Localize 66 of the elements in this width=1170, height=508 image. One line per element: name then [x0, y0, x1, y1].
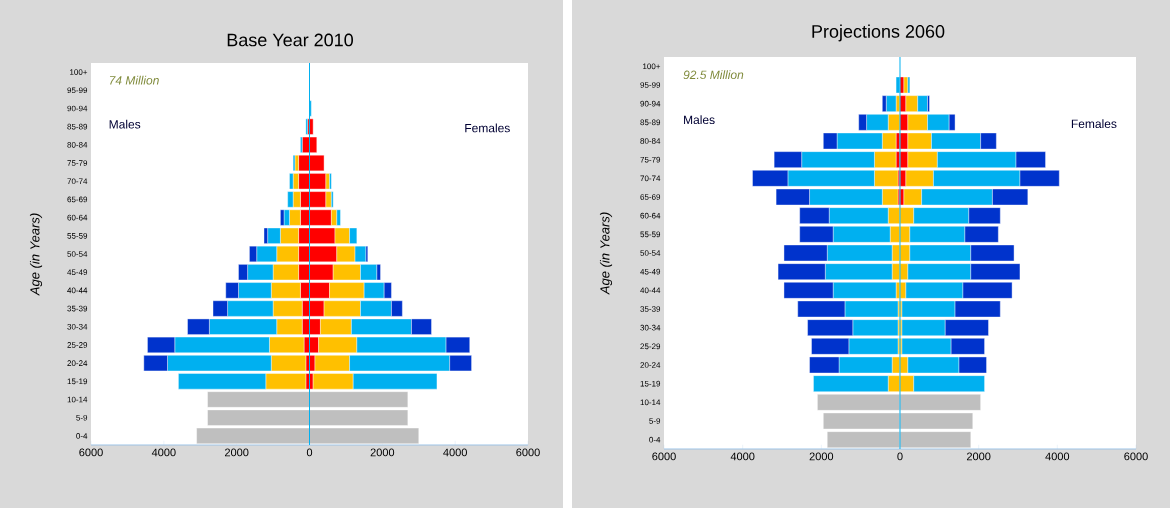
x-tick-label: 4000	[151, 448, 176, 457]
x-tick-label: 0	[897, 452, 903, 461]
y-tick-label: 10-14	[640, 399, 661, 406]
y-tick-label: 100+	[70, 69, 88, 75]
x-tick-label: 2000	[370, 448, 395, 457]
y-tick-label: 30-34	[67, 323, 88, 330]
y-axis-title: Age (in Years)	[599, 212, 613, 295]
y-tick-label: 15-19	[67, 378, 88, 385]
annotation: Males	[684, 115, 715, 125]
chart-title: Projections 2060	[812, 24, 945, 42]
chart-title: Base Year 2010	[227, 33, 353, 47]
y-tick-label: 45-49	[640, 268, 661, 275]
y-tick-label: 25-29	[640, 343, 661, 350]
y-tick-label: 90-94	[640, 100, 661, 107]
y-tick-label: 35-39	[640, 306, 661, 312]
y-axis-title: Age (in Years)	[29, 213, 43, 296]
y-tick-label: 60-64	[67, 214, 88, 221]
y-tick-label: 55-59	[67, 232, 88, 239]
y-tick-label: 5-9	[76, 414, 88, 421]
y-tick-label: 85-89	[67, 123, 88, 130]
y-tick-label: 55-59	[640, 231, 661, 238]
y-tick-label: 10-14	[67, 396, 88, 403]
y-tick-label: 50-54	[67, 251, 88, 257]
x-tick-label: 2000	[809, 452, 834, 461]
y-tick-label: 50-54	[640, 250, 661, 256]
y-tick-label: 15-19	[640, 380, 661, 387]
y-tick-label: 25-29	[67, 342, 88, 348]
x-tick-label: 6000	[79, 448, 103, 457]
y-tick-label: 90-94	[67, 105, 88, 112]
annotation: 92.5 Million	[683, 70, 744, 80]
y-tick-label: 80-84	[67, 142, 88, 148]
x-tick-label: 6000	[652, 452, 676, 461]
x-tick-label: 4000	[730, 452, 755, 461]
y-tick-label: 60-64	[640, 212, 661, 219]
y-tick-label: 35-39	[67, 305, 88, 312]
annotation: 74 Million	[109, 75, 159, 85]
y-tick-label: 80-84	[640, 138, 661, 144]
y-tick-label: 100+	[643, 63, 661, 70]
y-tick-label: 20-24	[640, 362, 661, 368]
y-tick-label: 70-74	[67, 178, 88, 185]
x-tick-label: 4000	[443, 448, 467, 457]
x-tick-label: 0	[306, 448, 313, 457]
y-tick-label: 20-24	[67, 360, 88, 366]
y-tick-label: 70-74	[640, 175, 661, 182]
y-tick-label: 30-34	[640, 324, 661, 331]
y-tick-label: 0-4	[649, 436, 661, 443]
x-tick-label: 6000	[516, 448, 540, 457]
y-tick-label: 95-99	[67, 87, 88, 94]
y-tick-label: 85-89	[640, 119, 661, 126]
x-tick-label: 2000	[966, 452, 991, 461]
y-tick-label: 40-44	[67, 287, 88, 294]
y-tick-label: 65-69	[640, 194, 661, 200]
y-tick-label: 75-79	[67, 160, 88, 166]
y-tick-label: 75-79	[640, 156, 661, 163]
y-tick-label: 40-44	[640, 287, 661, 294]
x-tick-label: 2000	[224, 448, 249, 457]
x-tick-label: 6000	[1124, 452, 1148, 461]
annotation: Females	[465, 123, 510, 133]
y-tick-label: 0-4	[76, 433, 88, 439]
x-tick-label: 4000	[1045, 452, 1070, 461]
y-tick-label: 5-9	[649, 418, 661, 424]
y-tick-label: 45-49	[67, 269, 88, 276]
annotation: Males	[109, 119, 141, 129]
annotation: Females	[1071, 119, 1117, 129]
y-tick-label: 95-99	[640, 82, 661, 88]
y-tick-label: 65-69	[67, 196, 88, 203]
